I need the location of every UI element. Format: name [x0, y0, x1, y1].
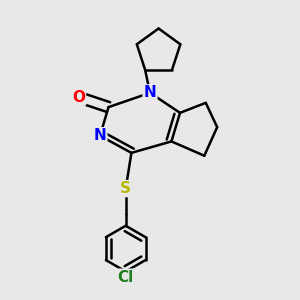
Text: S: S [120, 181, 131, 196]
Text: N: N [144, 85, 156, 100]
Text: Cl: Cl [118, 270, 134, 285]
Text: O: O [72, 90, 85, 105]
Text: N: N [94, 128, 106, 143]
